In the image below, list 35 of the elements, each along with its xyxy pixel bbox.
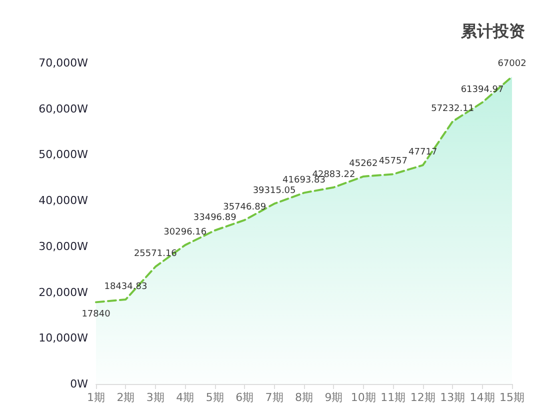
x-tick-label: 13期 — [440, 391, 466, 404]
x-tick-label: 6期 — [236, 391, 254, 404]
data-label: 18434.83 — [104, 282, 148, 292]
data-label: 45757 — [378, 156, 408, 167]
x-tick-label: 8期 — [295, 391, 313, 404]
x-tick-label: 1期 — [87, 391, 105, 404]
y-tick-label: 70,000W — [38, 56, 88, 70]
x-tick-label: 2期 — [116, 391, 135, 404]
x-tick-label: 15期 — [500, 391, 524, 404]
data-label: 25571.16 — [134, 249, 178, 260]
y-tick-label: 40,000W — [38, 194, 88, 208]
x-tick-label: 12期 — [410, 391, 436, 404]
x-tick-label: 7期 — [265, 391, 284, 404]
data-label: 45262 — [349, 158, 378, 169]
data-label: 39315.05 — [252, 186, 296, 196]
y-tick-label: 30,000W — [38, 240, 88, 253]
data-label: 57232.11 — [431, 104, 474, 114]
x-tick-label: 9期 — [324, 391, 343, 404]
y-tick-label: 20,000W — [38, 286, 88, 299]
chart-title: 累计投资 — [460, 22, 525, 40]
y-tick-label: 10,000W — [38, 332, 88, 345]
y-tick-label: 0W — [70, 378, 88, 390]
data-label: 67002 — [498, 59, 526, 70]
y-tick-label: 50,000W — [38, 148, 88, 162]
y-tick-label: 60,000W — [38, 102, 88, 116]
x-tick-label: 14期 — [470, 391, 495, 404]
x-tick-label: 3期 — [146, 391, 164, 404]
x-tick-label: 10期 — [350, 391, 376, 404]
data-label: 17840 — [82, 310, 111, 320]
data-label: 35746.89 — [223, 202, 266, 213]
data-label: 30296.16 — [164, 228, 207, 238]
x-tick-label: 11期 — [380, 391, 406, 404]
x-tick-label: 5期 — [206, 391, 224, 404]
data-label: 33496.89 — [193, 212, 237, 223]
x-tick-label: 4期 — [176, 391, 194, 404]
